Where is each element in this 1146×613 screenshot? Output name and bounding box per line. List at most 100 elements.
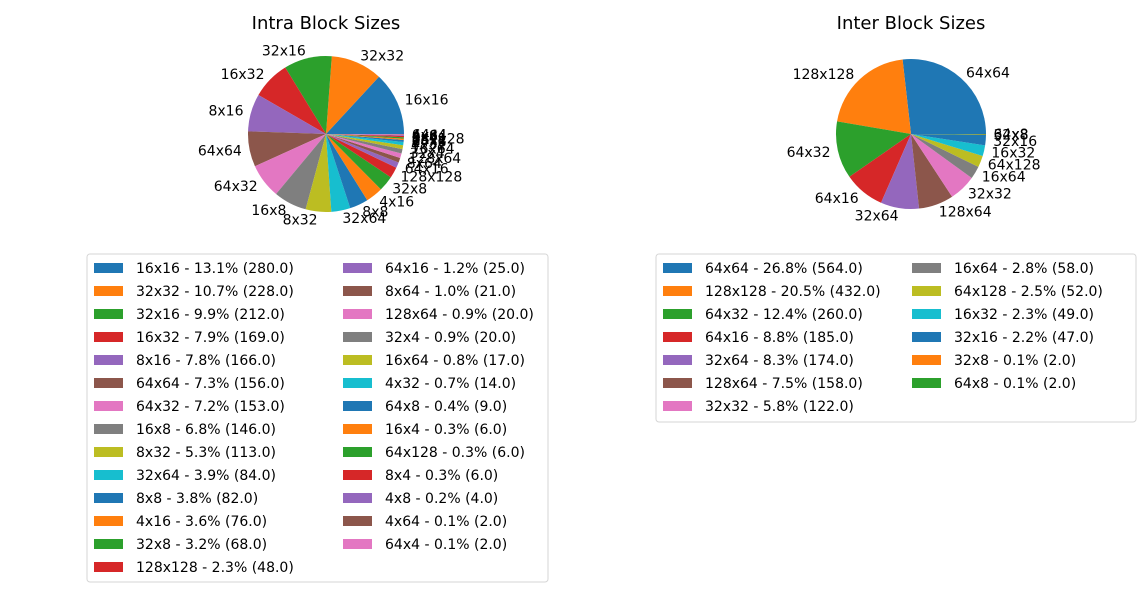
legend-item: 16x64 - 2.8% (58.0) xyxy=(912,261,1094,277)
legend-item: 64x64 - 26.8% (564.0) xyxy=(663,261,863,277)
pie-slice-64x32 xyxy=(835,121,911,177)
pie-slice-8x8 xyxy=(326,134,368,209)
pie-slice-128x64 xyxy=(326,134,402,158)
legend-swatch xyxy=(343,355,372,365)
pie-slice-32x32 xyxy=(326,56,379,134)
legend-swatch xyxy=(343,309,372,319)
pie-slice-32x8 xyxy=(326,134,391,190)
legend-swatch xyxy=(94,309,123,319)
legend-label: 128x64 - 0.9% (20.0) xyxy=(385,307,534,323)
legend-swatch xyxy=(663,263,692,273)
legend-swatch xyxy=(94,424,123,434)
legend-item: 64x4 - 0.1% (2.0) xyxy=(343,537,507,553)
legend-swatch xyxy=(663,355,692,365)
legend-swatch xyxy=(343,539,372,549)
pie-slice-32x8 xyxy=(911,134,986,135)
legend-item: 32x64 - 8.3% (174.0) xyxy=(663,353,854,369)
legend-label: 64x32 - 7.2% (153.0) xyxy=(136,399,285,415)
legend-swatch xyxy=(343,286,372,296)
legend-item: 32x32 - 10.7% (228.0) xyxy=(94,284,294,300)
pie-slice-8x4 xyxy=(326,134,404,138)
legend-item: 64x128 - 2.5% (52.0) xyxy=(912,284,1103,300)
legend-label: 32x8 - 0.1% (2.0) xyxy=(954,353,1076,369)
legend-swatch xyxy=(94,378,123,388)
legend-label: 64x32 - 12.4% (260.0) xyxy=(705,307,863,323)
slice-labels: 64x64 128x128 64x32 64x16 32x64 128x64 32x32 16… xyxy=(787,66,1041,225)
legend-item: 16x16 - 13.1% (280.0) xyxy=(94,261,294,277)
slice-label-16x32: 16x32 xyxy=(221,67,265,83)
chart-legend: 16x16 - 13.1% (280.0) 32x32 - 10.7% (228.… xyxy=(86,253,549,583)
chart-title: Intra Block Sizes xyxy=(252,13,401,34)
slice-label-16x16: 16x16 xyxy=(405,93,449,109)
pie-slice-16x16 xyxy=(326,76,404,134)
legend-frame xyxy=(655,253,1137,423)
pie-slice-32x64 xyxy=(881,134,920,209)
legend-label: 8x32 - 5.3% (113.0) xyxy=(136,445,276,461)
legend-item: 64x8 - 0.1% (2.0) xyxy=(912,376,1076,392)
slice-label-8x16: 8x16 xyxy=(208,103,243,119)
legend-item: 4x64 - 0.1% (2.0) xyxy=(343,514,507,530)
legend-label: 64x64 - 26.8% (564.0) xyxy=(705,261,863,277)
slice-label-8x8: 8x8 xyxy=(362,205,388,221)
slice-label-64x4: 64x4 xyxy=(412,127,447,143)
pie-slice-32x32 xyxy=(911,134,972,197)
legend-swatch xyxy=(94,401,123,411)
legend-label: 4x8 - 0.2% (4.0) xyxy=(385,491,498,507)
legend-swatch xyxy=(912,286,941,296)
legend-swatch xyxy=(343,493,372,503)
legend-item: 32x8 - 3.2% (68.0) xyxy=(94,537,267,553)
legend-label: 16x4 - 0.3% (6.0) xyxy=(385,422,507,438)
slice-label-64x128: 64x128 xyxy=(412,131,465,147)
slice-labels: 16x1632x3232x1616x328x1664x6464x3216x88x… xyxy=(198,44,465,229)
legend-swatch xyxy=(663,309,692,319)
legend-label: 16x32 - 2.3% (49.0) xyxy=(954,307,1094,323)
pie-slice-64x128 xyxy=(911,134,983,167)
legend-swatch xyxy=(663,332,692,342)
legend-item: 32x4 - 0.9% (20.0) xyxy=(343,330,516,346)
legend-label: 64x8 - 0.4% (9.0) xyxy=(385,399,507,415)
slice-label-64x128: 64x128 xyxy=(988,157,1041,173)
slice-label-8x4: 8x4 xyxy=(412,130,438,146)
legend-item: 16x32 - 2.3% (49.0) xyxy=(912,307,1094,323)
legend-swatch xyxy=(912,355,941,365)
pie-slice-128x128 xyxy=(326,134,397,178)
pie-slice-16x64 xyxy=(911,134,979,178)
pie-slice-64x8 xyxy=(326,134,404,143)
legend-label: 32x64 - 3.9% (84.0) xyxy=(136,468,276,484)
slice-label-8x32: 8x32 xyxy=(283,212,318,228)
pie-slice-4x8 xyxy=(326,134,404,136)
slice-label-64x32: 64x32 xyxy=(214,179,258,195)
pie-slice-64x64 xyxy=(902,59,986,134)
slice-label-16x64: 16x64 xyxy=(982,169,1026,185)
slice-label-64x8: 64x8 xyxy=(412,135,447,151)
legend-label: 32x32 - 5.8% (122.0) xyxy=(705,399,854,415)
legend-label: 64x64 - 7.3% (156.0) xyxy=(136,376,285,392)
legend-label: 64x8 - 0.1% (2.0) xyxy=(954,376,1076,392)
legend-label: 16x8 - 6.8% (146.0) xyxy=(136,422,276,438)
legend-item: 16x64 - 0.8% (17.0) xyxy=(343,353,525,369)
pie-slice-4x16 xyxy=(326,134,381,201)
legend-swatch xyxy=(94,355,123,365)
pie-slice-64x16 xyxy=(326,134,399,168)
slice-label-64x8: 64x8 xyxy=(994,127,1029,143)
slice-label-4x32: 4x32 xyxy=(411,138,446,154)
legend-swatch xyxy=(94,332,123,342)
slice-label-4x16: 4x16 xyxy=(379,194,414,210)
legend-swatch xyxy=(343,263,372,273)
pie-slice-16x64 xyxy=(326,134,404,150)
pie-slice-32x64 xyxy=(326,134,351,212)
legend-item: 16x4 - 0.3% (6.0) xyxy=(343,422,507,438)
legend-item: 32x16 - 9.9% (212.0) xyxy=(94,307,285,323)
slice-label-32x32: 32x32 xyxy=(968,187,1012,203)
slice-label-32x4: 32x4 xyxy=(410,146,445,162)
legend-item: 32x16 - 2.2% (47.0) xyxy=(912,330,1094,346)
legend-swatch xyxy=(343,378,372,388)
legend-item: 128x128 - 20.5% (432.0) xyxy=(663,284,881,300)
pie-slice-64x16 xyxy=(849,134,911,203)
legend-label: 4x32 - 0.7% (14.0) xyxy=(385,376,516,392)
legend-label: 128x128 - 2.3% (48.0) xyxy=(136,560,294,576)
legend-label: 64x128 - 2.5% (52.0) xyxy=(954,284,1103,300)
legend-label: 32x8 - 3.2% (68.0) xyxy=(136,537,267,553)
slice-label-64x16: 64x16 xyxy=(405,161,449,177)
slice-label-32x16: 32x16 xyxy=(262,44,306,60)
